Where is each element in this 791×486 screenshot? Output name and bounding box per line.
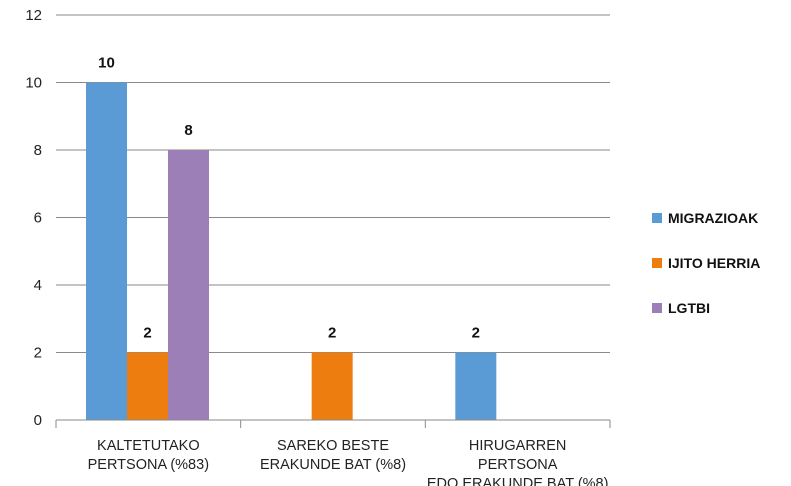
y-tick-label: 4	[34, 277, 42, 294]
category-label-line: HIRUGARREN	[469, 438, 566, 454]
category-label: HIRUGARREN PERTSONA EDO ERAKUNDE BAT (%8)	[427, 438, 609, 486]
legend-swatch	[652, 213, 662, 223]
y-tick-label: 0	[34, 412, 42, 429]
data-label: 8	[184, 122, 192, 139]
category-label: SAREKO BESTE ERAKUNDE BAT (%8)	[260, 438, 406, 473]
bar-migrazioak	[86, 82, 127, 420]
y-tick-label: 10	[25, 75, 42, 92]
data-label: 2	[472, 325, 480, 342]
legend-item: IJITO HERRIA	[652, 253, 760, 273]
category-labels: KALTETUTAKO PERTSONA (%83) SAREKO BESTE ERA…	[88, 438, 609, 486]
category-label-line: KALTETUTAKO	[97, 438, 200, 454]
y-tick-label: 12	[25, 7, 42, 24]
y-tick-label: 6	[34, 210, 42, 227]
legend-label: LGTBI	[668, 300, 710, 316]
data-label: 2	[328, 325, 336, 342]
legend-swatch	[652, 303, 662, 313]
legend: MIGRAZIOAK IJITO HERRIA LGTBI	[652, 208, 760, 343]
legend-label: MIGRAZIOAK	[668, 210, 759, 226]
category-label-line: ERAKUNDE BAT (%8)	[260, 457, 406, 473]
y-axis-ticks: 0 2 4 6 8 10 12	[25, 7, 42, 429]
category-label-line: PERTSONA (%83)	[88, 457, 209, 473]
data-label: 2	[143, 325, 151, 342]
bar-lgtbi	[168, 150, 209, 420]
category-label-line: SAREKO BESTE	[277, 438, 389, 454]
category-label-line: PERTSONA	[478, 457, 558, 473]
legend-item: MIGRAZIOAK	[652, 208, 760, 228]
legend-label: IJITO HERRIA	[668, 255, 761, 271]
x-axis	[55, 419, 611, 428]
legend-swatch	[652, 258, 662, 268]
bar-ijito-herria	[127, 352, 168, 420]
category-label: KALTETUTAKO PERTSONA (%83)	[88, 438, 209, 473]
legend-item: LGTBI	[652, 298, 760, 318]
data-labels: 10 2 2 2 8	[98, 55, 480, 342]
bar-migrazioak	[455, 352, 497, 420]
data-label: 10	[98, 55, 115, 72]
y-tick-label: 2	[34, 345, 42, 362]
bar-ijito-herria	[311, 352, 353, 420]
bars	[86, 82, 497, 420]
y-tick-label: 8	[34, 142, 42, 159]
category-label-line: EDO ERAKUNDE BAT (%8)	[427, 476, 609, 486]
